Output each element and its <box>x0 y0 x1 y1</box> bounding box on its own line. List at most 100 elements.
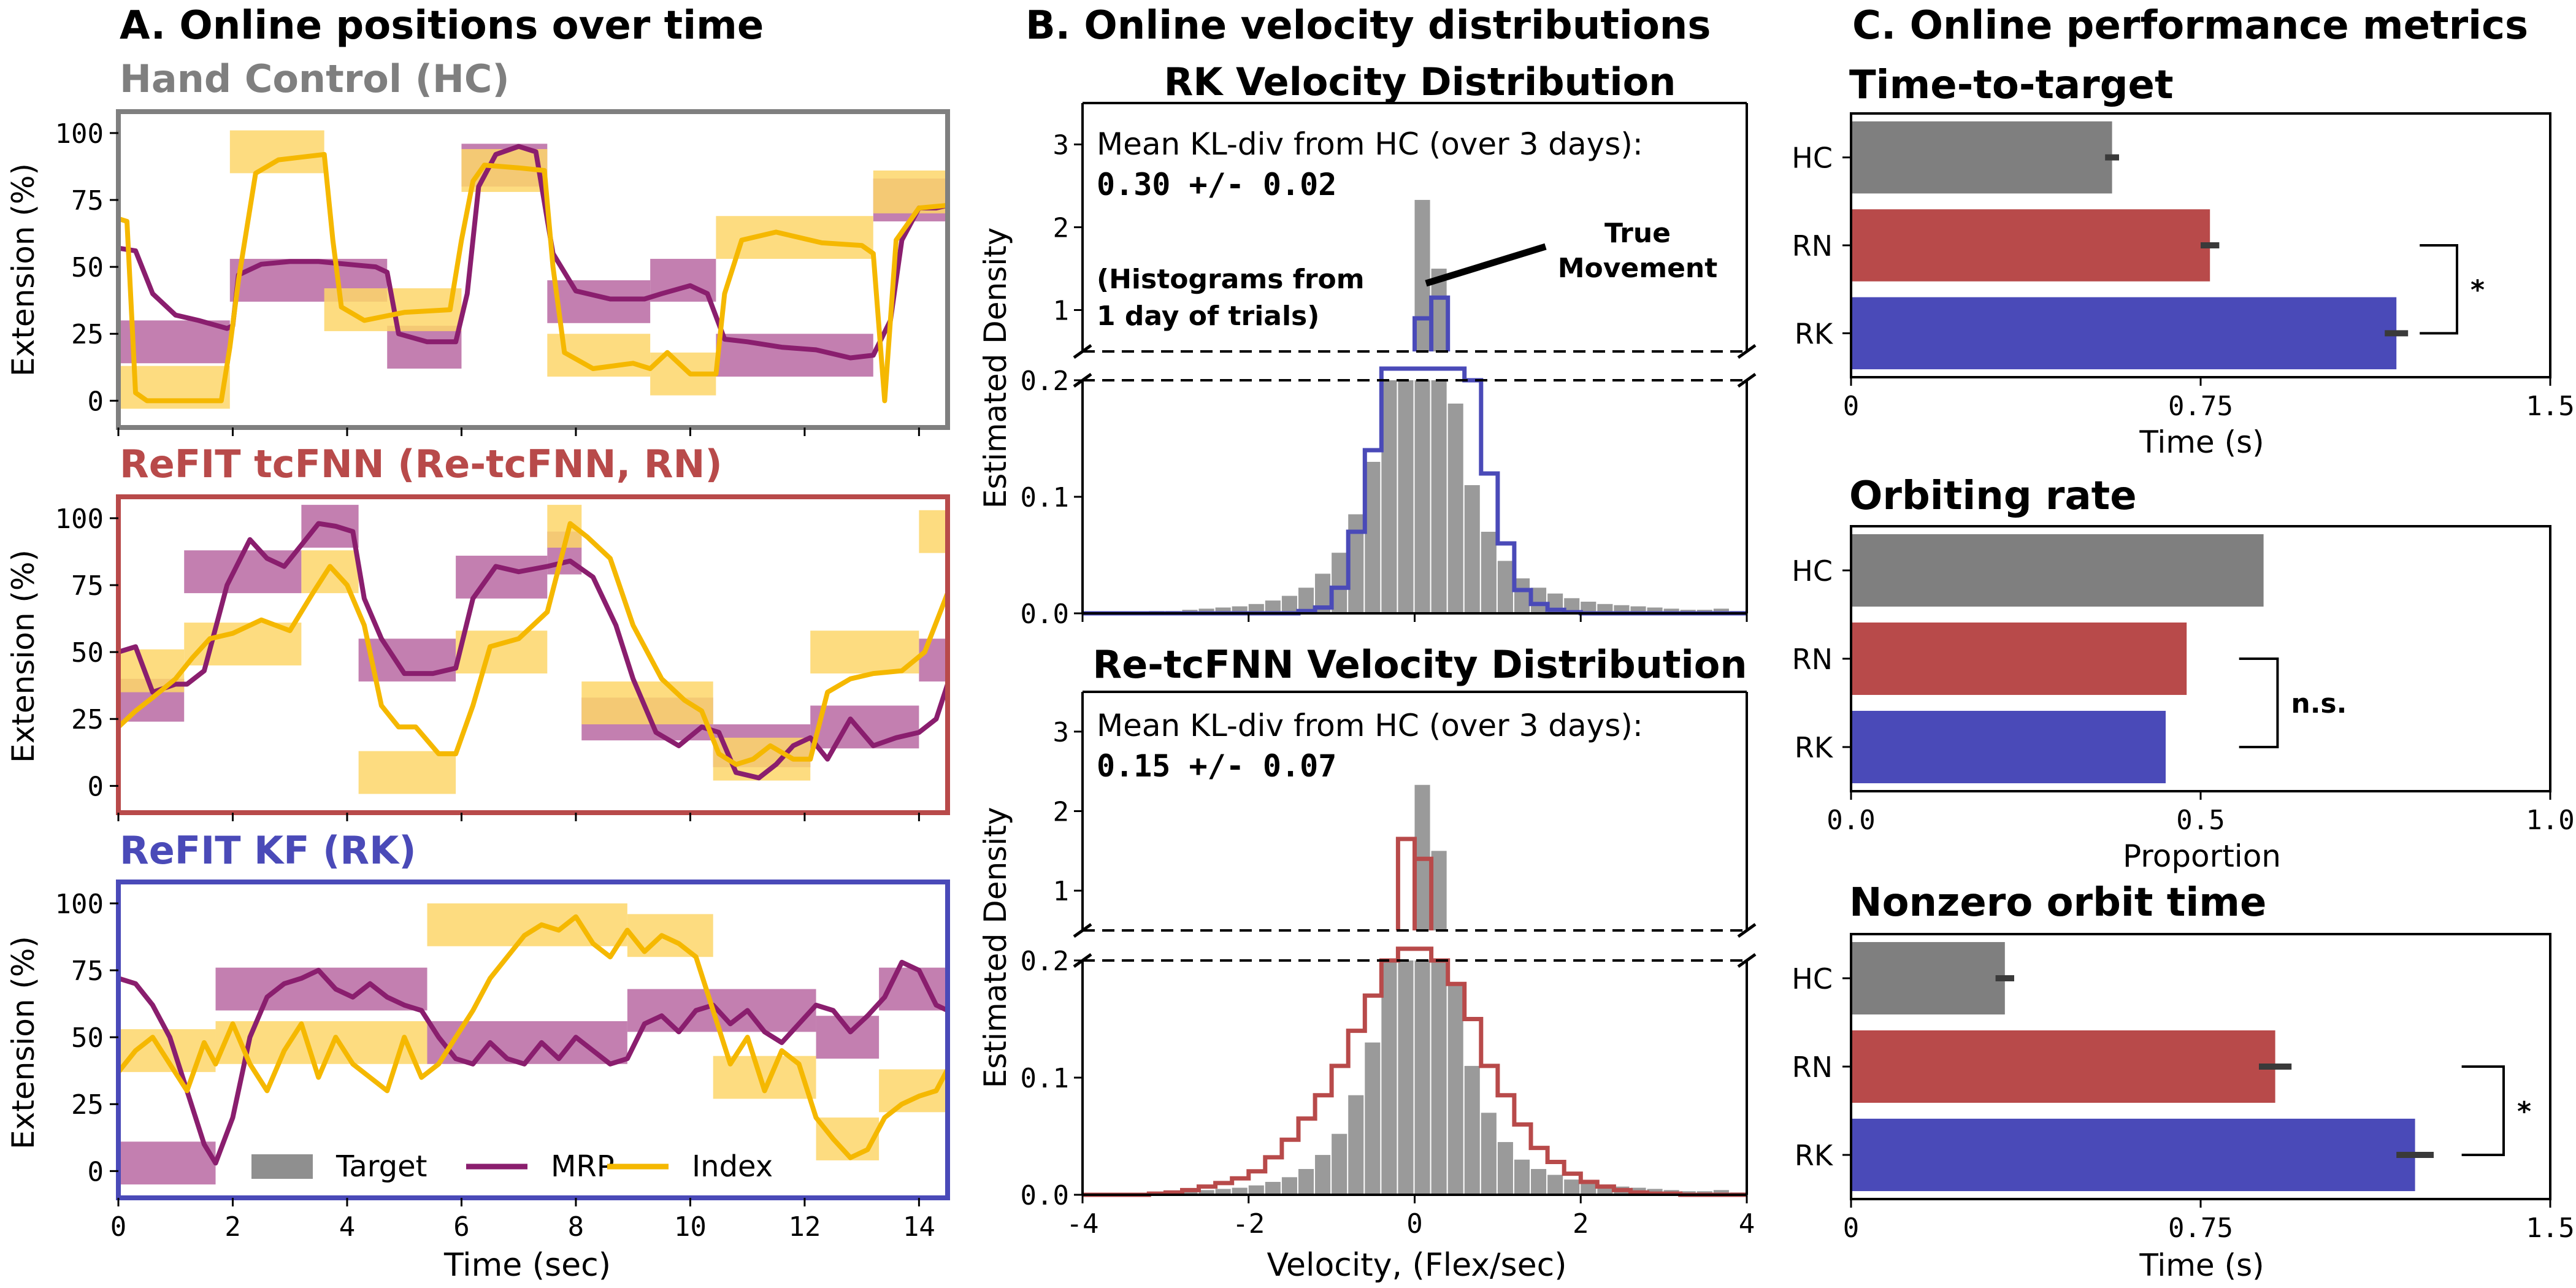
subplot-title-nonzero-orbit: Nonzero orbit time <box>1849 880 2266 926</box>
ylabel-rn-density: Estimated Density <box>978 807 1013 1089</box>
xlabel-nonzero-orbit: Time (s) <box>2139 1248 2264 1283</box>
target-box-mrp <box>118 1141 216 1185</box>
x-tick-label: 4 <box>339 1211 356 1243</box>
subplot-frame <box>116 109 950 430</box>
target-box-mrp <box>547 280 651 323</box>
y-tick-label: 50 <box>71 252 104 283</box>
hist-bar-hc <box>1464 485 1480 613</box>
target-box-mrp <box>810 705 919 749</box>
x-tick-label: 0 <box>1406 1208 1423 1240</box>
hist-bar-hc <box>1398 380 1414 613</box>
panel-a-title: A. Online positions over time <box>120 3 764 48</box>
hist-bar-hc <box>1414 380 1430 613</box>
x-tick-label: -4 <box>1067 1208 1099 1240</box>
subplot-title-rk-velocity: RK Velocity Distribution <box>1164 59 1676 104</box>
hist-bar-hc <box>1265 600 1281 613</box>
significance-label: * <box>2471 275 2485 306</box>
bar-hc <box>1851 534 2264 607</box>
y-tick-label: 75 <box>71 956 104 987</box>
hist-bar-hc <box>1647 607 1663 613</box>
x-tick-label: 1.0 <box>2526 805 2574 836</box>
hist-outline-decoder-upper <box>1413 295 1451 351</box>
y-tick-label: 2 <box>1053 797 1070 828</box>
y-tick-label: 75 <box>71 570 104 602</box>
y-tick-label: 50 <box>71 637 104 669</box>
target-box-mrp <box>627 989 816 1032</box>
y-tick-label: 50 <box>71 1022 104 1054</box>
hist-bar-hc <box>1365 462 1381 613</box>
hist-bar-hc <box>1531 1168 1547 1195</box>
hist-bar-hc <box>1713 608 1729 613</box>
x-tick-label: 2 <box>1573 1208 1589 1240</box>
target-box-index <box>919 510 948 553</box>
y-tick-label: 100 <box>55 889 104 920</box>
x-tick-label: 0 <box>110 1211 127 1243</box>
x-tick-label: -2 <box>1232 1208 1265 1240</box>
hist-bar-hc <box>1564 1179 1580 1195</box>
x-tick-label: 0.0 <box>1827 805 1875 836</box>
subplot-title-time-to-target: Time-to-target <box>1849 63 2174 108</box>
hist-bar-hc <box>1464 1065 1480 1195</box>
category-label: RN <box>1792 643 1833 676</box>
hist-bar-hc <box>1581 1183 1597 1195</box>
hist-bar-hc <box>1381 960 1397 1195</box>
hist-bar-hc <box>1531 588 1547 613</box>
y-tick-label: 0 <box>88 771 104 802</box>
x-tick-label: 2 <box>224 1211 241 1243</box>
series-line-index <box>116 914 950 1160</box>
true-movement-line1: True <box>1604 218 1671 249</box>
chart-nonzero-orbit: HC RN RK 0 0.75 1.5 * <box>1792 933 2575 1244</box>
hist-bar-hc <box>1232 606 1248 613</box>
bar-hc <box>1851 941 2005 1015</box>
true-movement-arrow <box>1425 243 1547 287</box>
legend-mrp-label: MRP <box>551 1149 615 1184</box>
y-tick-label: 25 <box>71 1089 104 1121</box>
legend-index-label: Index <box>692 1149 773 1184</box>
chart-hand-control: 0 25 50 75 100 <box>55 109 950 436</box>
chart-orbiting-rate: HC RN RK 0.0 0.5 1.0 n.s. <box>1792 525 2575 836</box>
y-tick-label: 0.1 <box>1021 482 1069 513</box>
panel-c-title: C. Online performance metrics <box>1852 3 2528 48</box>
panel-b-title: B. Online velocity distributions <box>1025 3 1711 48</box>
true-movement-line2: Movement <box>1558 253 1718 284</box>
hist-bar-hc <box>1281 1177 1297 1195</box>
hist-bar-hc <box>1198 608 1214 613</box>
xlabel-panel-a: Time (sec) <box>443 1247 611 1284</box>
category-label: RK <box>1795 731 1834 764</box>
hist-bar-hc <box>1547 1175 1563 1195</box>
x-tick-label: 10 <box>674 1211 707 1243</box>
hist-bar-hc <box>1630 606 1646 613</box>
kl-label-rk: Mean KL-div from HC (over 3 days): <box>1097 126 1643 162</box>
x-tick-label: 0.5 <box>2176 805 2225 836</box>
y-tick-label: 0.1 <box>1021 1063 1069 1094</box>
target-box-index <box>427 903 627 946</box>
hist-bar-hc <box>1713 1190 1729 1195</box>
hist-bar-hc-upper <box>1431 851 1447 930</box>
hist-bar-hc <box>1514 1159 1530 1195</box>
y-tick-label: 100 <box>55 504 104 535</box>
y-tick-label: 2 <box>1053 213 1070 244</box>
hist-bar-hc <box>1215 1189 1231 1195</box>
hist-bar-hc <box>1447 984 1463 1195</box>
hist-bar-hc-upper <box>1414 199 1430 351</box>
histogram-note-line1: (Histograms from <box>1097 264 1365 295</box>
series-line-mrp <box>117 521 950 781</box>
hist-bar-hc <box>1431 380 1447 613</box>
hist-bar-hc <box>1365 1042 1381 1195</box>
target-box-mrp <box>456 556 548 599</box>
x-tick-label: 12 <box>788 1211 821 1243</box>
bar-hc <box>1851 121 2112 194</box>
y-tick-label: 0.0 <box>1021 1180 1069 1211</box>
axis-break-mark <box>1737 922 1757 938</box>
hist-bar-hc <box>1663 608 1679 613</box>
x-tick-label: 0 <box>1843 391 1860 422</box>
hist-bar-hc <box>1215 607 1231 613</box>
target-box-mrp <box>118 320 230 364</box>
hist-bar-hc <box>1597 604 1613 613</box>
target-box-index <box>456 631 548 674</box>
histogram-note-line2: 1 day of trials) <box>1097 301 1319 332</box>
hist-bar-hc <box>1332 553 1347 613</box>
hist-outline-decoder-upper <box>1395 837 1434 930</box>
y-tick-label: 1 <box>1053 876 1070 907</box>
